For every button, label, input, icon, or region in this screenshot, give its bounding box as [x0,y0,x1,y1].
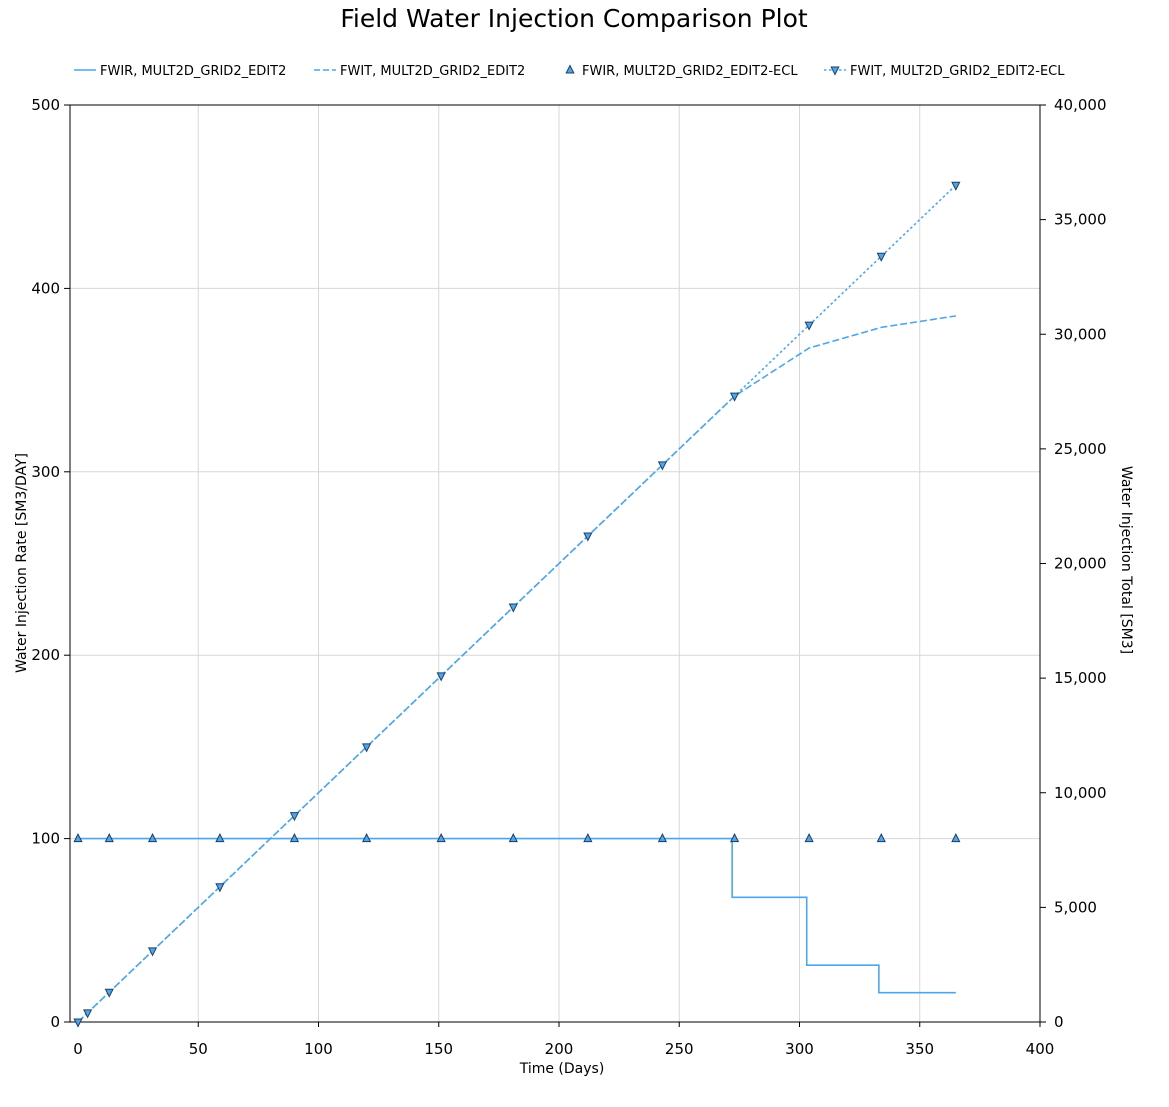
data-point [729,832,740,843]
data-point [289,832,300,843]
y-left-tick-label: 300 [31,463,60,481]
data-point [147,947,158,957]
series-layer [73,181,961,1028]
data-point [951,181,961,191]
data-point [83,1009,93,1019]
y-left-tick-label: 200 [31,646,60,664]
x-tick-label: 150 [424,1040,453,1058]
x-tick-label: 400 [1026,1040,1055,1058]
y-right-tick-label: 35,000 [1054,211,1107,229]
y-axis-left-label: Water Injection Rate [SM3/DAY] [14,453,30,673]
data-point [104,832,114,843]
x-tick-label: 350 [905,1040,934,1058]
legend-item: FWIT, MULT2D_GRID2_EDIT2 [314,64,525,79]
data-point [951,832,961,843]
grid [70,104,1041,1022]
y-right-tick-label: 5,000 [1054,898,1097,916]
x-tick-label: 100 [304,1040,333,1058]
data-point [361,832,372,843]
data-point [657,461,668,471]
data-point [876,252,886,262]
y-right-tick-label: 0 [1054,1013,1064,1031]
series-3 [73,832,961,843]
y-right-tick-label: 30,000 [1054,325,1107,343]
y-right-tick-label: 25,000 [1054,440,1107,458]
y-axis-right-label: Water Injection Total [SM3] [1118,466,1134,654]
x-tick-label: 0 [73,1040,83,1058]
data-point [436,832,446,843]
chart-title: Field Water Injection Comparison Plot [340,4,808,33]
data-point [804,321,814,331]
legend-item: FWIR, MULT2D_GRID2_EDIT2 [74,64,286,79]
data-point [804,832,814,843]
legend-marker [565,64,575,74]
series-line [78,837,956,994]
data-point [73,832,83,843]
legend: FWIR, MULT2D_GRID2_EDIT2 FWIT, MULT2D_GRI… [74,64,1065,79]
data-point [73,1018,83,1028]
data-point [436,672,446,682]
legend-item: FWIT, MULT2D_GRID2_EDIT2-ECL [824,64,1065,79]
data-point [215,883,225,893]
data-point [583,532,593,542]
y-axis-left: 0 100 200 300 400 500 [31,96,70,1031]
y-right-tick-label: 15,000 [1054,669,1107,687]
series-4 [73,181,961,1028]
series-1 [78,837,956,994]
x-tick-label: 50 [189,1040,208,1058]
y-right-tick-label: 40,000 [1054,96,1107,114]
x-axis: 0 50 100 150 200 250 300 350 400 [73,1022,1054,1058]
legend-marker [830,66,840,76]
x-tick-label: 200 [545,1040,574,1058]
y-left-tick-label: 400 [31,279,60,297]
y-left-tick-label: 0 [50,1013,60,1031]
data-point [583,832,593,843]
legend-label: FWIR, MULT2D_GRID2_EDIT2-ECL [582,64,798,79]
data-point [729,392,740,402]
x-tick-label: 250 [665,1040,694,1058]
series-line [77,315,956,1023]
y-axis-right: 0 5,000 10,000 15,000 20,000 25,000 30,000 35,0… [1040,96,1107,1031]
data-point [508,603,518,613]
data-point [104,988,114,998]
series-2 [77,315,956,1023]
data-point [289,812,300,822]
data-point [508,832,518,843]
plot-frame [69,104,1041,1023]
data-point [147,832,158,843]
x-axis-label: Time (Days) [519,1061,605,1077]
data-point [215,832,225,843]
data-point [361,743,372,753]
y-left-tick-label: 100 [31,830,60,848]
legend-label: FWIR, MULT2D_GRID2_EDIT2 [100,64,286,79]
x-tick-label: 300 [785,1040,814,1058]
legend-item: FWIR, MULT2D_GRID2_EDIT2-ECL [565,64,798,79]
legend-label: FWIT, MULT2D_GRID2_EDIT2 [340,64,525,79]
data-point [657,832,668,843]
data-point [876,832,886,843]
y-right-tick-label: 20,000 [1054,555,1107,573]
legend-label: FWIT, MULT2D_GRID2_EDIT2-ECL [850,64,1065,79]
y-left-tick-label: 500 [31,96,60,114]
y-right-tick-label: 10,000 [1054,784,1107,802]
